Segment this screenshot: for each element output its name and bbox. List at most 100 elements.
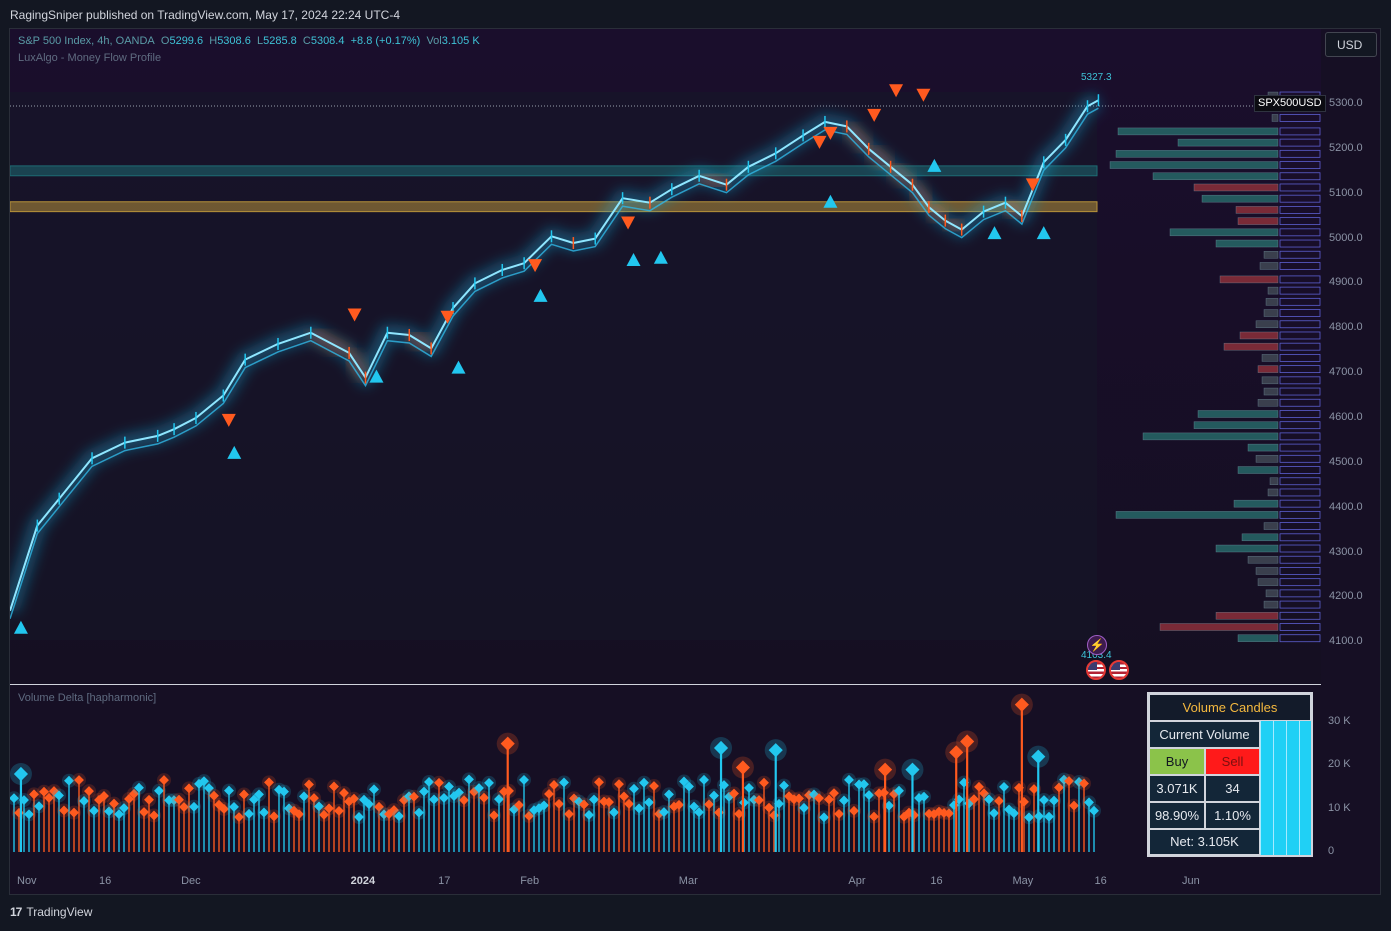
profile-row [1159, 623, 1279, 631]
us-flag-icon[interactable] [1086, 660, 1106, 680]
price-axis[interactable]: 5300.0 5200.0 5100.0 5000.0 4900.0 4800.0 4700… [1322, 29, 1380, 684]
tradingview-logo-icon[interactable]: 17 [10, 905, 22, 919]
profile-value-box [1279, 432, 1321, 441]
profile-row [1215, 544, 1279, 553]
profile-value-box [1279, 589, 1321, 598]
volume-diamond [504, 785, 514, 796]
profile-value-box [1279, 477, 1321, 486]
profile-value-box [1279, 567, 1321, 575]
profile-row [1267, 286, 1279, 295]
volume-diamond [1039, 795, 1049, 806]
table-strip [1260, 721, 1273, 855]
volume-diamond [249, 794, 259, 805]
low-value: 5285.8 [263, 35, 297, 47]
volume-table-title: Volume Candles [1149, 694, 1311, 721]
volume-diamond [414, 807, 424, 818]
profile-row [1255, 320, 1279, 329]
profile-row [1219, 275, 1279, 284]
volume-diamond [619, 791, 629, 802]
volume-diamond [979, 788, 989, 799]
volume-diamond [514, 800, 524, 811]
volume-diamond [764, 802, 774, 813]
profile-value-box [1279, 578, 1321, 587]
volume-diamond [614, 779, 624, 790]
price-tick-label: 4200.0 [1329, 590, 1363, 603]
volume-tick-label: 20 K [1328, 758, 1351, 771]
profile-value-box [1279, 634, 1321, 643]
profile-row [1269, 477, 1279, 485]
time-tick-label: 16 [1094, 875, 1107, 887]
profile-value-box [1279, 398, 1321, 407]
us-flag-icon[interactable] [1109, 660, 1129, 680]
profile-value-box [1279, 309, 1321, 317]
currency-button[interactable]: USD [1325, 32, 1377, 57]
sell-percent-value: 1.10% [1205, 802, 1260, 829]
time-axis[interactable]: Nov 16 Dec 2024 17 Feb Mar Apr 16 May 16 Jun [10, 869, 1321, 894]
open-value: 5299.6 [169, 35, 204, 47]
profile-value-box [1279, 161, 1321, 169]
volume-diamond [884, 800, 894, 811]
sell-signal-triangle [621, 216, 636, 230]
time-tick-label: Feb [520, 875, 540, 887]
volume-diamond [1064, 776, 1074, 786]
profile-value-box [1279, 365, 1321, 374]
profile-value-box [1279, 600, 1321, 609]
volume-diamond [479, 792, 489, 803]
sell-signal-triangle [823, 126, 838, 140]
buy-percent-value: 98.90% [1149, 802, 1205, 829]
volume-diamond [944, 808, 954, 819]
volume-delta-chart[interactable] [10, 684, 1321, 869]
time-tick-label: 16 [930, 875, 943, 887]
footer-brand[interactable]: TradingView [26, 905, 93, 919]
time-tick-label: Mar [678, 875, 698, 887]
volume-diamond [984, 794, 994, 805]
volume-diamond [134, 782, 144, 793]
profile-value-box [1279, 149, 1321, 158]
profile-row [1241, 533, 1279, 542]
net-volume-value: Net: 3.105K [1149, 829, 1260, 855]
buy-volume-value: 3.071K [1149, 775, 1205, 802]
volume-diamond [1049, 795, 1059, 806]
sell-signal-triangle [221, 413, 236, 427]
volume-diamond [1069, 800, 1079, 811]
volume-diamond [154, 785, 164, 796]
low-label: L [256, 35, 264, 47]
profile-row [1223, 342, 1279, 351]
volume-diamond [879, 787, 889, 798]
volume-delta-legend[interactable]: Volume Delta [hapharmonic] [18, 692, 157, 704]
volume-diamond [584, 810, 594, 820]
volume-diamond [844, 774, 854, 785]
symbol-legend: S&P 500 Index, 4h, OANDA O5299.6 H5308.6… [18, 35, 480, 47]
volume-diamond [989, 808, 999, 819]
volume-diamond [974, 781, 984, 792]
profile-value-box [1279, 183, 1321, 192]
volume-diamond [554, 798, 564, 809]
volume-diamond [29, 789, 39, 800]
profile-value-box [1279, 533, 1321, 542]
profile-row [1257, 578, 1279, 586]
time-tick-label: Apr [848, 875, 866, 887]
profile-value-box [1279, 320, 1321, 329]
profile-row [1247, 555, 1279, 564]
volume-diamond [1024, 812, 1034, 823]
buy-signal-triangle [927, 158, 942, 172]
time-tick-label: Dec [181, 875, 201, 887]
volume-spike-diamond [13, 766, 29, 782]
profile-row [1239, 331, 1279, 340]
time-tick-label: 2024 [350, 875, 376, 887]
indicator-legend-money-flow[interactable]: LuxAlgo - Money Flow Profile [18, 52, 162, 64]
profile-value-box [1279, 354, 1321, 362]
profile-row [1201, 194, 1279, 203]
sell-signal-triangle [1025, 178, 1040, 192]
price-tick-label: 4500.0 [1329, 455, 1363, 468]
current-volume-label: Current Volume [1149, 721, 1260, 748]
volume-diamond [394, 811, 404, 822]
volume-diamond [209, 790, 219, 801]
price-chart[interactable] [10, 29, 1321, 684]
profile-value-box [1279, 488, 1321, 497]
volume-diamond [239, 789, 249, 800]
lightning-icon[interactable]: ⚡ [1087, 635, 1107, 655]
change-value: +8.8 (+0.17%) [350, 35, 421, 47]
sell-signal-triangle [440, 310, 455, 324]
profile-row [1255, 455, 1279, 463]
